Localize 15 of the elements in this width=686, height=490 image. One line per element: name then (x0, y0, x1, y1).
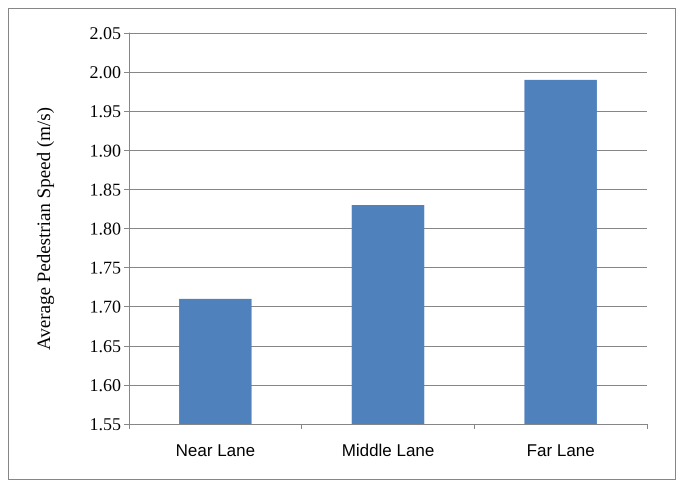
y-axis-title: Average Pedestrian Speed (m/s) (34, 107, 55, 350)
y-tick-label: 1.75 (90, 258, 121, 278)
y-tick-label: 2.05 (90, 23, 121, 43)
x-tick-label: Near Lane (176, 441, 256, 460)
y-tick-label: 2.00 (90, 62, 121, 82)
y-tick-label: 1.85 (90, 179, 121, 200)
y-tick-label: 1.70 (90, 296, 121, 317)
y-tick-label: 1.95 (90, 101, 121, 122)
x-tick-label: Far Lane (526, 441, 595, 460)
x-tick-label: Middle Lane (342, 441, 434, 460)
y-tick-label: 1.80 (90, 218, 121, 238)
y-tick-label: 1.60 (90, 374, 121, 395)
y-tick-label: 1.55 (90, 414, 121, 434)
y-tick-label: 1.65 (90, 336, 121, 356)
y-tick-label: 1.90 (90, 140, 121, 160)
